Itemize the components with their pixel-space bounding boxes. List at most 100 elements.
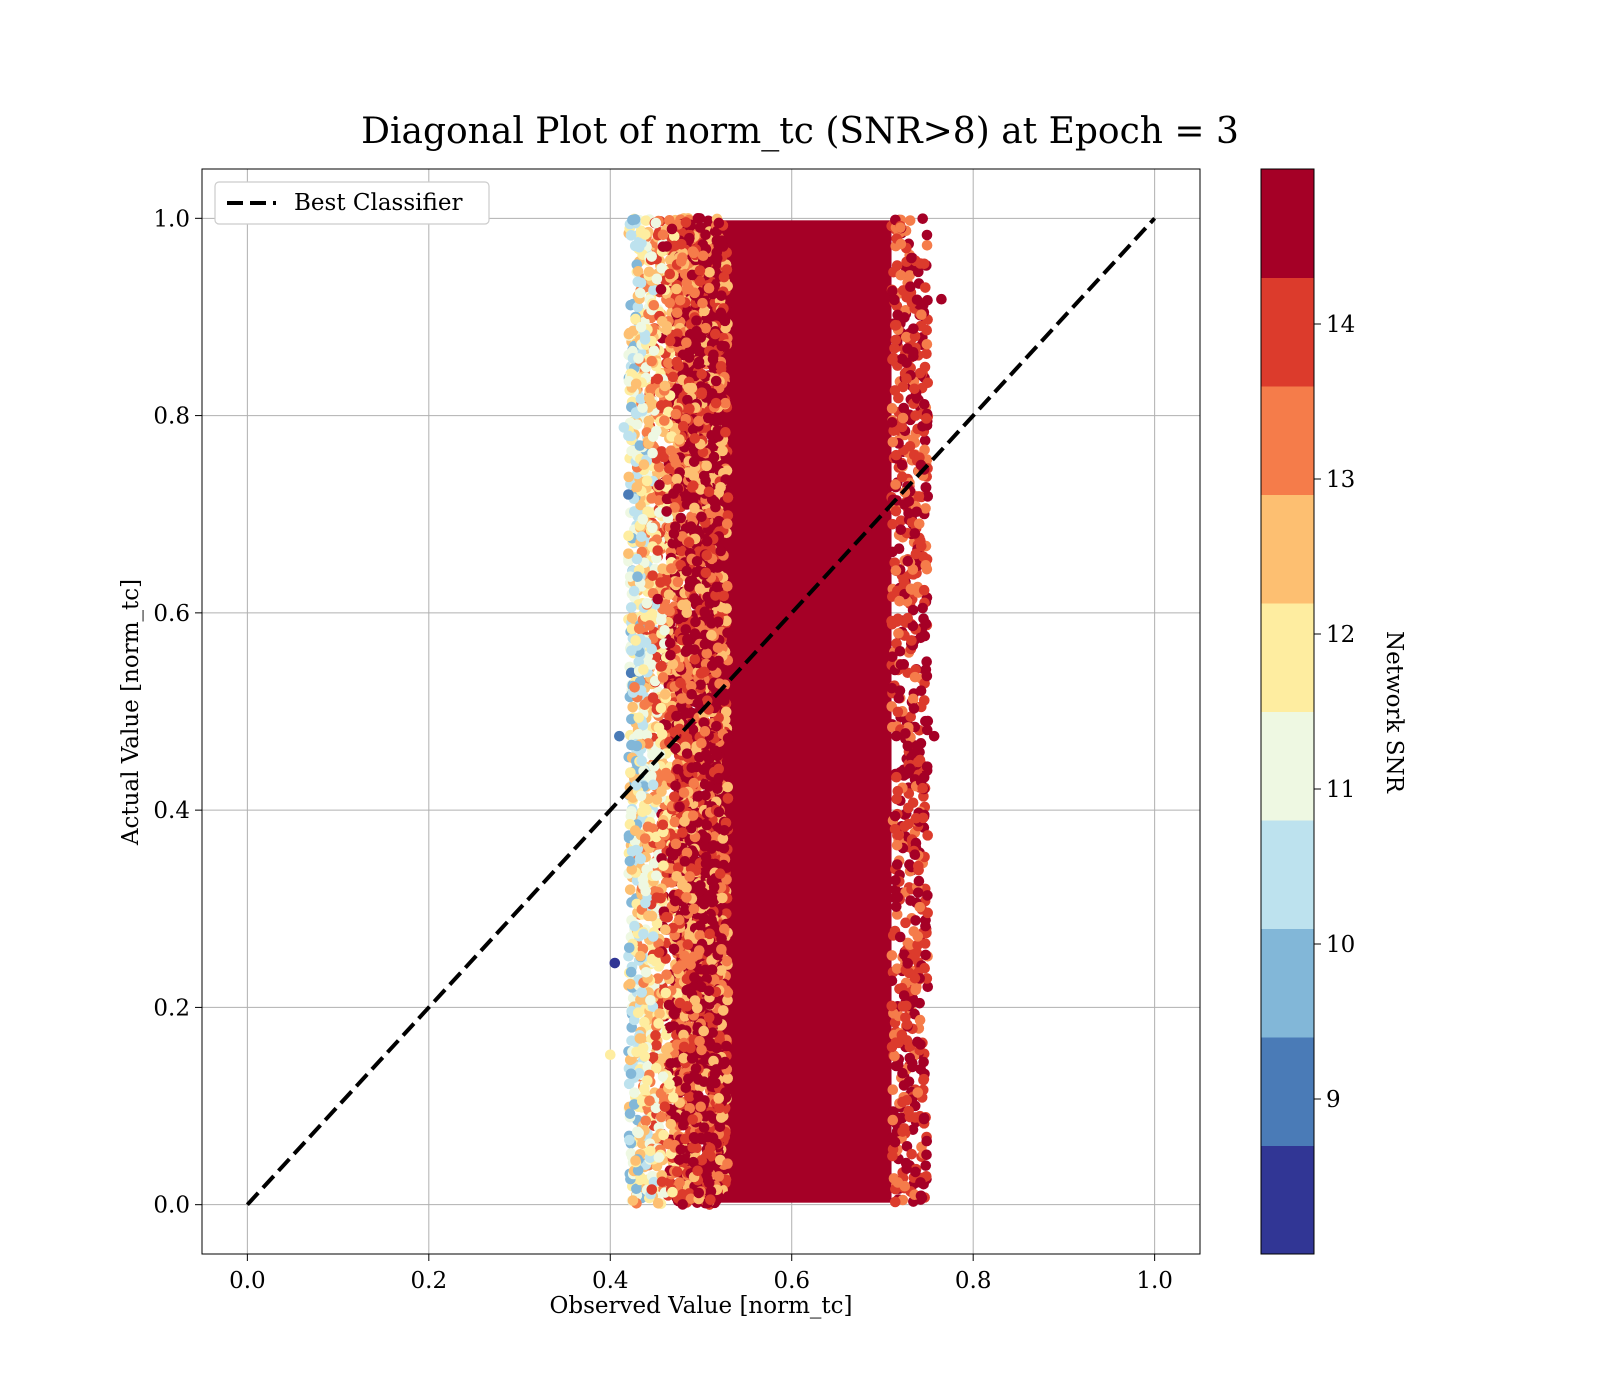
scatter-point: [652, 973, 664, 984]
scatter-point: [684, 931, 695, 942]
scatter-point: [887, 285, 898, 297]
scatter-point: [907, 1124, 919, 1135]
scatter-point: [891, 963, 903, 974]
scatter-point: [716, 290, 727, 301]
scatter-point: [662, 474, 673, 485]
scatter-point: [656, 316, 668, 327]
scatter-point: [712, 642, 724, 654]
scatter-point: [886, 975, 898, 987]
scatter-point: [675, 701, 687, 713]
scatter-point: [682, 467, 694, 478]
scatter-point: [632, 301, 644, 313]
scatter-point: [698, 470, 710, 482]
scatter-point: [905, 895, 916, 906]
scatter-point: [700, 567, 712, 579]
scatter-point: [696, 387, 708, 398]
scatter-point: [635, 950, 646, 962]
scatter-point: [632, 1165, 644, 1176]
scatter-point: [722, 781, 734, 793]
scatter-point: [901, 1163, 912, 1174]
scatter-point: [922, 907, 933, 919]
scatter-point: [715, 545, 727, 557]
scatter-point: [895, 515, 907, 526]
scatter-point: [916, 309, 927, 321]
scatter-point: [910, 548, 922, 560]
scatter-point: [624, 1134, 635, 1146]
scatter-point: [706, 388, 718, 399]
scatter-point: [659, 1101, 671, 1113]
scatter-point: [718, 590, 730, 602]
chart-title: Diagonal Plot of norm_tc (SNR>8) at Epoc…: [361, 111, 1239, 152]
scatter-point: [708, 840, 719, 851]
scatter-point: [629, 920, 640, 932]
scatter-point: [700, 867, 712, 879]
scatter-point: [638, 928, 649, 940]
scatter-point: [909, 383, 920, 395]
scatter-point: [660, 575, 672, 586]
scatter-point: [714, 1121, 726, 1133]
scatter-point: [688, 777, 700, 789]
scatter-point: [910, 837, 922, 849]
scatter-point: [633, 656, 645, 668]
scatter-point: [681, 277, 693, 289]
scatter-point: [908, 703, 920, 714]
scatter-point: [914, 1014, 926, 1026]
scatter-point: [623, 328, 635, 340]
scatter-point: [891, 859, 903, 870]
scatter-point: [918, 398, 930, 410]
scatter-point: [722, 994, 733, 1006]
scatter-point: [887, 546, 898, 558]
scatter-point: [653, 461, 665, 473]
scatter-point: [642, 506, 653, 517]
scatter-point: [914, 997, 925, 1009]
scatter-point: [903, 1076, 915, 1087]
scatter-point: [687, 246, 699, 257]
scatter-point: [910, 984, 921, 996]
scatter-point: [710, 590, 721, 601]
scatter-point: [717, 1005, 729, 1016]
scatter-point: [920, 503, 931, 514]
scatter-point: [716, 235, 728, 246]
scatter-point: [714, 1102, 725, 1114]
scatter-point: [897, 1126, 908, 1137]
scatter-point: [669, 816, 681, 828]
scatter-point: [719, 923, 730, 935]
scatter-point: [921, 239, 933, 251]
scatter-point: [640, 1115, 652, 1127]
scatter-point: [913, 518, 925, 530]
scatter-point: [656, 262, 668, 274]
scatter-point: [649, 675, 661, 687]
scatter-point: [688, 903, 700, 915]
scatter-point: [630, 844, 642, 856]
scatter-point: [629, 681, 640, 693]
scatter-point: [665, 1058, 676, 1069]
scatter-point: [698, 666, 710, 678]
scatter-point: [702, 412, 714, 424]
scatter-point: [678, 787, 690, 799]
scatter-point: [652, 545, 664, 556]
scatter-point: [650, 1030, 661, 1041]
scatter-point: [626, 1035, 637, 1046]
scatter-point: [643, 392, 655, 404]
scatter-point: [689, 628, 701, 639]
scatter-point: [625, 767, 636, 778]
scatter-point: [646, 493, 657, 504]
scatter-point: [903, 495, 915, 507]
scatter-point: [895, 269, 907, 281]
scatter-point: [915, 1190, 927, 1202]
scatter-point: [704, 267, 715, 278]
scatter-point: [922, 830, 933, 841]
scatter-point: [900, 1000, 912, 1012]
scatter-point: [664, 637, 676, 649]
scatter-point: [895, 238, 907, 250]
scatter-point: [663, 589, 675, 600]
scatter-point: [657, 563, 668, 575]
scatter-point: [633, 353, 644, 364]
scatter-point: [890, 334, 902, 346]
scatter-point: [641, 475, 653, 487]
scatter-point: [652, 373, 664, 385]
scatter-point: [689, 593, 700, 604]
scatter-point: [720, 706, 732, 718]
scatter-point: [722, 510, 734, 521]
scatter-point: [646, 659, 657, 671]
